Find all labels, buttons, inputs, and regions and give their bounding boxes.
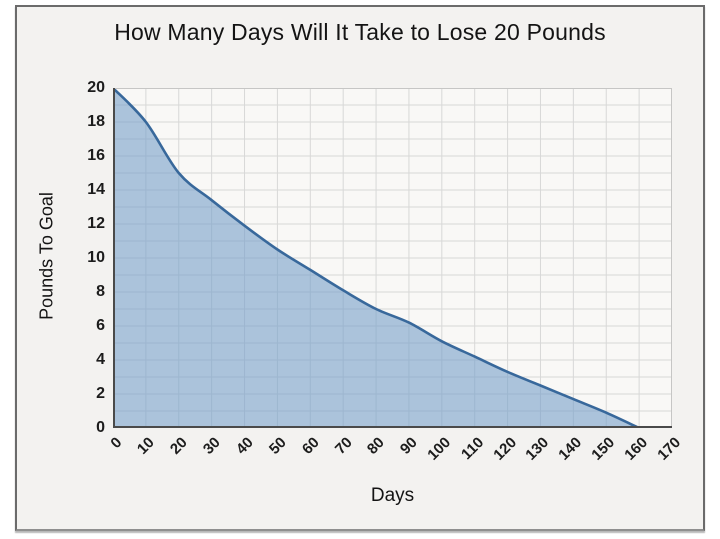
x-tick-label: 130 [522,434,553,464]
x-tick-label: 120 [489,434,520,464]
plot-svg [113,88,672,428]
y-tick-label: 8 [96,283,105,300]
y-tick-label: 4 [96,351,105,368]
y-tick-label: 2 [96,385,105,402]
trend-line [113,88,640,428]
y-tick-label: 10 [87,249,105,266]
x-tick-label: 90 [397,434,421,458]
x-tick-label: 110 [457,434,487,464]
chart-panel: How Many Days Will It Take to Lose 20 Po… [15,5,705,531]
y-tick-label: 0 [96,419,105,436]
x-tick-label: 70 [331,434,356,458]
x-tick-label: 80 [364,434,389,458]
y-tick-label: 14 [87,181,105,198]
x-tick-label: 150 [588,434,619,464]
plot-area [113,88,672,428]
x-tick-label: 40 [232,434,257,458]
chart-title: How Many Days Will It Take to Lose 20 Po… [114,19,606,45]
x-tick-label: 170 [654,434,685,464]
y-tick-label: 16 [87,147,105,164]
y-tick-label: 12 [87,215,105,232]
y-tick-label: 6 [96,317,105,334]
x-tick-label: 30 [199,434,224,458]
x-tick-label: 160 [621,434,652,464]
x-axis-title: Days [370,485,415,506]
x-tick-label: 10 [134,434,158,458]
area-fill [113,88,640,428]
x-tick-label: 60 [298,434,323,458]
x-tick-label: 100 [424,434,454,464]
y-tick-label: 20 [87,79,105,96]
x-tick-label: 0 [107,434,126,452]
x-tick-label: 140 [555,434,586,464]
x-tick-label: 20 [166,434,191,458]
x-tick-label: 50 [265,434,290,458]
y-tick-label: 18 [87,113,105,130]
